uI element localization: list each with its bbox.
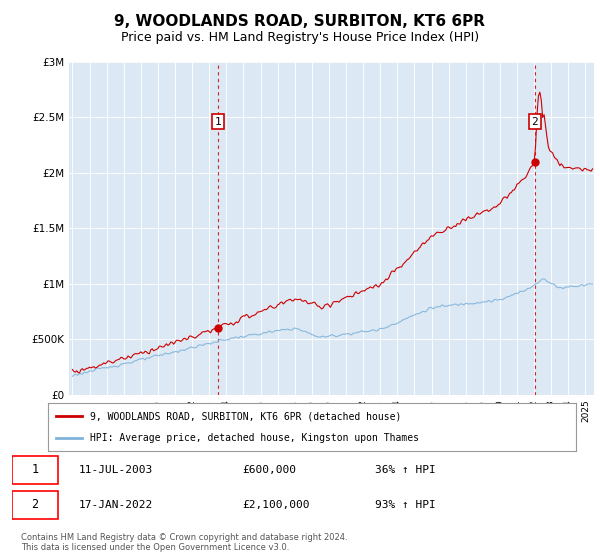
Text: 17-JAN-2022: 17-JAN-2022 (78, 500, 152, 510)
Text: HPI: Average price, detached house, Kingston upon Thames: HPI: Average price, detached house, King… (90, 433, 419, 443)
Text: £600,000: £600,000 (242, 465, 296, 475)
Text: 1: 1 (215, 116, 221, 127)
Text: Contains HM Land Registry data © Crown copyright and database right 2024.: Contains HM Land Registry data © Crown c… (21, 533, 347, 542)
Text: 93% ↑ HPI: 93% ↑ HPI (375, 500, 436, 510)
Text: 36% ↑ HPI: 36% ↑ HPI (375, 465, 436, 475)
Text: 2: 2 (532, 116, 538, 127)
Text: 1: 1 (31, 463, 38, 476)
Text: 9, WOODLANDS ROAD, SURBITON, KT6 6PR: 9, WOODLANDS ROAD, SURBITON, KT6 6PR (115, 14, 485, 29)
Text: £2,100,000: £2,100,000 (242, 500, 310, 510)
Text: 2: 2 (31, 498, 38, 511)
Text: 9, WOODLANDS ROAD, SURBITON, KT6 6PR (detached house): 9, WOODLANDS ROAD, SURBITON, KT6 6PR (de… (90, 411, 401, 421)
FancyBboxPatch shape (12, 456, 58, 484)
Text: Price paid vs. HM Land Registry's House Price Index (HPI): Price paid vs. HM Land Registry's House … (121, 31, 479, 44)
FancyBboxPatch shape (12, 491, 58, 519)
Text: This data is licensed under the Open Government Licence v3.0.: This data is licensed under the Open Gov… (21, 543, 289, 552)
Text: 11-JUL-2003: 11-JUL-2003 (78, 465, 152, 475)
